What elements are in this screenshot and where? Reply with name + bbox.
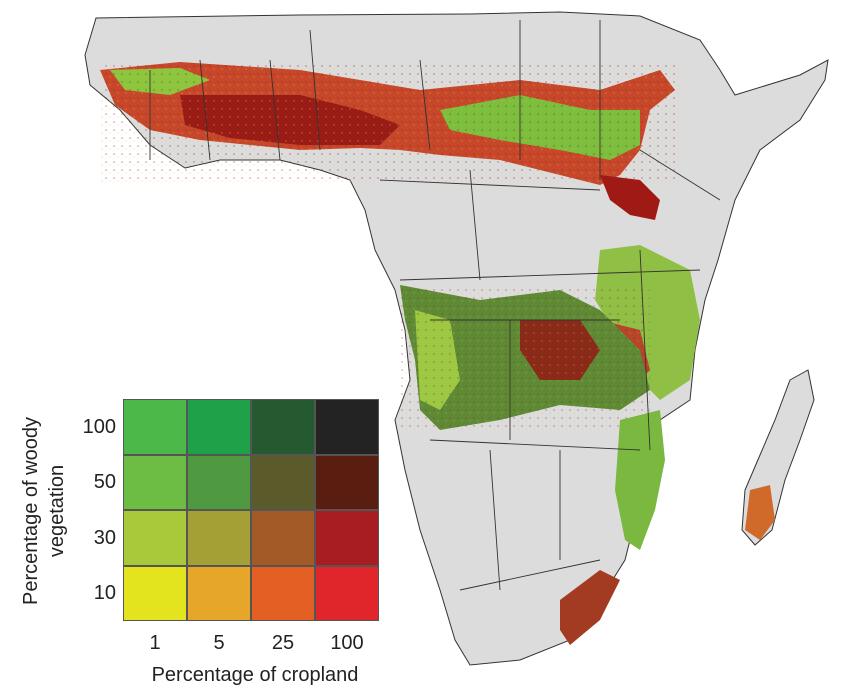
legend-x-tick-5: 5 bbox=[213, 632, 225, 654]
legend-cell-r2-c1 bbox=[187, 510, 251, 566]
legend-cell-r1-c3 bbox=[315, 454, 379, 510]
legend-cell-r0-c2 bbox=[251, 399, 315, 455]
legend-y-tick-100: 100 bbox=[82, 416, 116, 438]
mozambique-vegetation bbox=[615, 410, 665, 550]
sahel-texture bbox=[100, 65, 680, 185]
legend-y-tick-10: 10 bbox=[93, 582, 116, 604]
legend-cell-r2-c3 bbox=[315, 510, 379, 566]
legend-cell-r1-c2 bbox=[251, 454, 315, 510]
ethiopia-vegetation bbox=[600, 175, 660, 220]
legend-cell-r1-c1 bbox=[187, 454, 251, 510]
legend-x-tick-100: 100 bbox=[330, 632, 364, 654]
south-africa-vegetation bbox=[560, 570, 620, 645]
legend-x-tick-1: 1 bbox=[149, 632, 161, 654]
legend-y-tick-30: 30 bbox=[93, 527, 116, 549]
legend-cell-r1-c0 bbox=[123, 454, 187, 510]
legend-y-tick-50: 50 bbox=[93, 471, 116, 493]
legend-cell-r3-c3 bbox=[315, 565, 379, 621]
miombo-texture bbox=[400, 285, 650, 430]
legend-x-axis-title: Percentage of cropland bbox=[151, 664, 359, 686]
legend-cell-r3-c2 bbox=[251, 565, 315, 621]
legend-cell-r0-c3 bbox=[315, 399, 379, 455]
legend-cell-r0-c0 bbox=[123, 399, 187, 455]
legend-x-tick-25: 25 bbox=[271, 632, 295, 654]
country-borders bbox=[149, 20, 721, 591]
legend-cell-r3-c0 bbox=[123, 565, 187, 621]
legend-cell-r2-c2 bbox=[251, 510, 315, 566]
legend-cell-r2-c0 bbox=[123, 510, 187, 566]
legend-cell-r3-c1 bbox=[187, 565, 251, 621]
legend-cell-r0-c1 bbox=[187, 399, 251, 455]
madagascar-vegetation bbox=[745, 485, 775, 540]
legend-color-matrix bbox=[123, 399, 379, 621]
